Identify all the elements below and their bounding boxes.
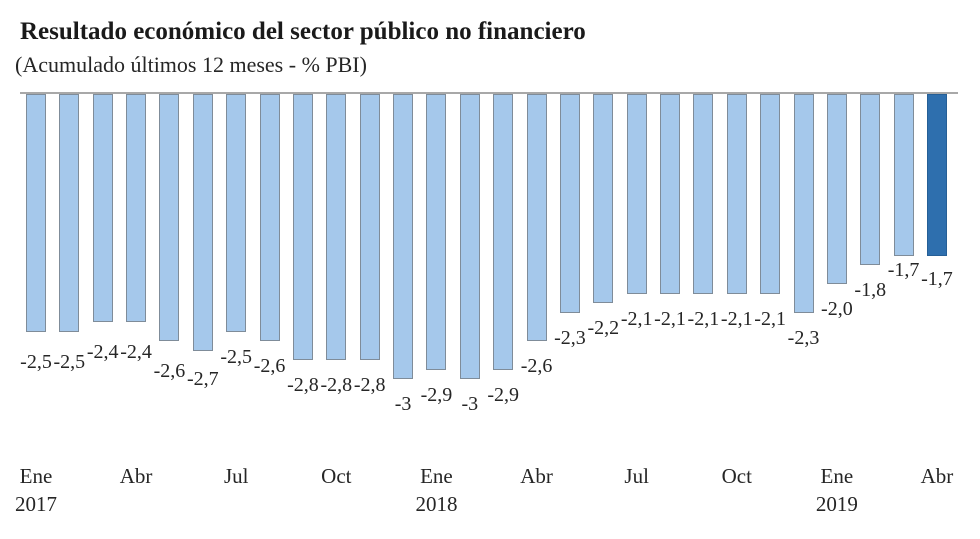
bar-value-label-oct-2018: -2,1 bbox=[720, 307, 753, 330]
bar-mar-2019 bbox=[893, 94, 914, 256]
bar-value-label-sep-2017: -2,8 bbox=[287, 374, 319, 396]
tick-month: Abr bbox=[920, 464, 954, 488]
x-axis-tick-abr: Abr bbox=[91, 463, 181, 491]
tick-year: 2018 bbox=[415, 491, 458, 516]
bar-nov-2017 bbox=[359, 94, 380, 360]
bar-value-label-mar-2019: -1,7 bbox=[887, 258, 920, 281]
bar-value-label-sep-2018: -2,1 bbox=[687, 307, 720, 330]
bar-value-label-jul-2017: -2,5 bbox=[220, 345, 253, 368]
x-axis-tick-jul: Jul bbox=[191, 463, 281, 491]
bar-value-label-ene-2018: -2,9 bbox=[420, 383, 453, 406]
x-axis-tick-ene-2019: Ene 2019 bbox=[792, 463, 882, 518]
bar-ene-2018 bbox=[426, 94, 447, 370]
chart-subtitle: (Acumulado últimos 12 meses - % PBI) bbox=[15, 52, 367, 77]
bar-value-label-mar-2018: -2,9 bbox=[487, 383, 519, 406]
bar-dic-2018 bbox=[793, 94, 814, 313]
bar-value-label-may-2017: -2,6 bbox=[153, 360, 186, 382]
bar-may-2017 bbox=[159, 94, 180, 341]
bar-feb-2017 bbox=[59, 94, 80, 332]
bar-value-label-jun-2017: -2,7 bbox=[187, 367, 219, 390]
bar-value-label-jun-2018: -2,2 bbox=[587, 317, 620, 339]
bar-value-label-oct-2017: -2,8 bbox=[320, 374, 353, 396]
bar-ene-2019 bbox=[826, 94, 847, 284]
bar-value-label-nov-2017: -2,8 bbox=[353, 374, 386, 396]
tick-month: Jul bbox=[624, 464, 649, 488]
bar-value-label-abr-2018: -2,6 bbox=[520, 355, 553, 377]
bar-abr-2017 bbox=[126, 94, 147, 322]
bar-value-label-feb-2017: -2,5 bbox=[53, 350, 86, 373]
bar-value-label-feb-2018: -3 bbox=[461, 393, 479, 415]
bar-oct-2018 bbox=[726, 94, 747, 294]
tick-month: Abr bbox=[520, 464, 553, 488]
bar-nov-2018 bbox=[760, 94, 781, 294]
tick-month: Jul bbox=[223, 464, 249, 488]
bar-value-label-ene-2017: -2,5 bbox=[20, 350, 52, 373]
bar-ago-2017 bbox=[259, 94, 280, 341]
x-axis-tick-oct: Oct bbox=[692, 463, 782, 491]
bar-mar-2018 bbox=[493, 94, 514, 370]
tick-year: 2017 bbox=[15, 491, 57, 516]
bar-feb-2019 bbox=[860, 94, 881, 265]
bar-sep-2018 bbox=[693, 94, 714, 294]
bar-jun-2018 bbox=[593, 94, 614, 303]
tick-month: Oct bbox=[721, 464, 752, 488]
bar-abr-2018 bbox=[526, 94, 547, 341]
x-axis-tick-oct: Oct bbox=[291, 463, 381, 491]
bar-value-label-ene-2019: -2,0 bbox=[821, 298, 853, 320]
tick-month: Abr bbox=[119, 464, 153, 488]
bar-abr-2019 bbox=[926, 94, 947, 256]
x-axis-tick-abr: Abr bbox=[892, 463, 980, 491]
bar-value-label-ago-2017: -2,6 bbox=[253, 355, 286, 377]
bar-value-label-feb-2019: -1,8 bbox=[854, 279, 887, 301]
bar-jul-2017 bbox=[226, 94, 247, 332]
chart-title: Resultado económico del sector público n… bbox=[20, 18, 586, 45]
bar-value-label-jul-2018: -2,1 bbox=[620, 307, 653, 330]
tick-year: 2019 bbox=[815, 491, 858, 516]
bar-mar-2017 bbox=[92, 94, 113, 322]
x-axis-baseline bbox=[20, 92, 958, 94]
bar-value-label-may-2018: -2,3 bbox=[554, 326, 586, 349]
x-axis-tick-jul: Jul bbox=[592, 463, 682, 491]
x-axis-tick-abr: Abr bbox=[492, 463, 582, 491]
bar-value-label-nov-2018: -2,1 bbox=[754, 307, 786, 330]
x-axis-tick-ene-2018: Ene 2018 bbox=[391, 463, 481, 518]
bar-value-label-mar-2017: -2,4 bbox=[86, 341, 119, 363]
bar-feb-2018 bbox=[459, 94, 480, 379]
bar-value-label-dic-2018: -2,3 bbox=[787, 326, 820, 349]
tick-month: Ene bbox=[820, 464, 854, 488]
bar-jun-2017 bbox=[192, 94, 213, 351]
bar-value-label-abr-2019: -1,7 bbox=[921, 267, 953, 290]
x-axis-tick-ene-2017: Ene 2017 bbox=[0, 463, 81, 518]
bar-oct-2017 bbox=[326, 94, 347, 360]
bar-value-label-dic-2017: -3 bbox=[394, 393, 412, 415]
bar-jul-2018 bbox=[626, 94, 647, 294]
bar-value-label-ago-2018: -2,1 bbox=[654, 307, 686, 330]
tick-month: Ene bbox=[420, 464, 453, 488]
tick-month: Ene bbox=[19, 464, 53, 488]
bar-value-label-abr-2017: -2,4 bbox=[120, 341, 152, 363]
bar-ago-2018 bbox=[660, 94, 681, 294]
bar-dic-2017 bbox=[393, 94, 414, 379]
bar-sep-2017 bbox=[292, 94, 313, 360]
bar-may-2018 bbox=[559, 94, 580, 313]
bar-ene-2017 bbox=[26, 94, 46, 332]
tick-month: Oct bbox=[321, 464, 352, 488]
